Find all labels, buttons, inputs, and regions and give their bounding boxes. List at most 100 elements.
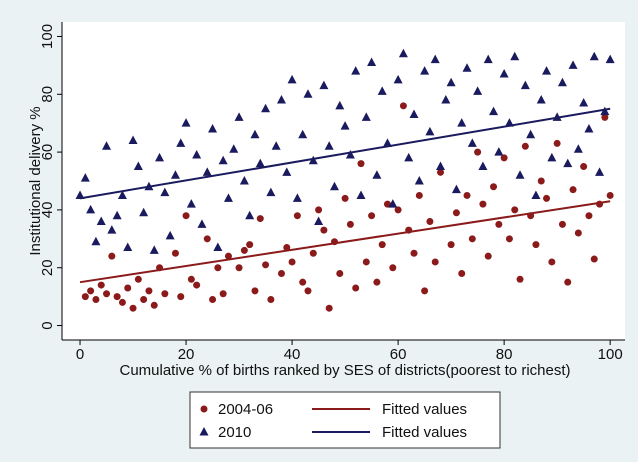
y-tick-label: 80: [39, 86, 56, 103]
point: [102, 141, 112, 150]
point: [372, 170, 382, 179]
point: [267, 296, 275, 304]
point: [155, 152, 165, 162]
point: [87, 287, 95, 295]
point: [304, 287, 312, 295]
point: [161, 290, 169, 298]
point: [383, 138, 393, 147]
y-tick-label: 0: [39, 321, 56, 329]
point: [463, 191, 471, 199]
point: [235, 264, 243, 272]
point: [579, 97, 589, 107]
point: [75, 190, 85, 199]
point: [356, 190, 366, 199]
point: [86, 204, 96, 214]
point: [315, 206, 323, 214]
y-tick-label: 40: [39, 202, 56, 219]
point: [601, 113, 609, 121]
point: [160, 187, 170, 197]
point: [574, 229, 582, 237]
point: [271, 141, 281, 150]
y-axis-title: Institutional delivery %: [27, 106, 44, 255]
point: [500, 154, 508, 162]
point: [543, 194, 551, 202]
point: [202, 167, 212, 176]
point: [197, 219, 207, 228]
fitted-line: [79, 200, 611, 284]
point: [352, 284, 360, 292]
point: [266, 187, 276, 197]
point: [437, 168, 445, 176]
point: [113, 293, 121, 301]
point: [97, 281, 105, 289]
point: [430, 54, 440, 64]
point: [123, 242, 133, 251]
point: [299, 278, 307, 286]
legend-swatch: [199, 427, 209, 436]
point: [335, 100, 345, 110]
point: [426, 217, 434, 225]
point: [176, 138, 186, 147]
point: [298, 129, 308, 139]
x-tick-label: 20: [178, 346, 195, 363]
legend-label: Fitted values: [382, 401, 467, 418]
y-tick-label: 20: [39, 259, 56, 276]
x-tick-label: 100: [598, 346, 623, 363]
legend-label: Fitted values: [382, 424, 467, 441]
point: [91, 236, 101, 246]
point: [303, 89, 313, 98]
point: [341, 194, 349, 202]
point: [389, 264, 397, 272]
point: [362, 258, 370, 266]
point: [573, 144, 583, 153]
point: [557, 77, 567, 87]
point: [288, 258, 296, 266]
point: [345, 149, 355, 159]
point: [521, 142, 529, 150]
point: [92, 296, 100, 304]
point: [542, 66, 552, 75]
point: [451, 184, 461, 194]
point: [605, 54, 615, 64]
legend: [189, 391, 501, 449]
point: [467, 138, 477, 147]
point: [234, 112, 244, 121]
point: [219, 290, 227, 298]
x-tick-label: 40: [284, 346, 301, 363]
point: [329, 181, 339, 191]
point: [457, 118, 467, 127]
point: [81, 293, 89, 301]
point: [139, 207, 149, 217]
point: [537, 177, 545, 185]
point: [193, 281, 201, 289]
point: [325, 304, 333, 312]
point: [346, 220, 354, 228]
point: [186, 199, 196, 208]
point: [580, 163, 588, 171]
x-tick-label: 0: [76, 346, 84, 363]
point: [425, 126, 435, 136]
point: [209, 296, 217, 304]
point: [80, 173, 90, 182]
point: [446, 77, 456, 87]
point: [532, 241, 540, 249]
point: [404, 152, 414, 162]
point: [458, 270, 466, 278]
point: [96, 216, 106, 225]
point: [564, 278, 572, 286]
point: [398, 48, 408, 58]
point: [569, 186, 577, 194]
point: [262, 261, 270, 269]
point: [203, 235, 211, 243]
point: [399, 102, 407, 110]
point: [478, 161, 488, 171]
point: [526, 129, 536, 139]
point: [277, 270, 285, 278]
point: [117, 190, 127, 199]
point: [474, 148, 482, 156]
point: [150, 301, 158, 309]
point: [149, 245, 159, 254]
point: [510, 51, 520, 61]
point: [378, 241, 386, 249]
